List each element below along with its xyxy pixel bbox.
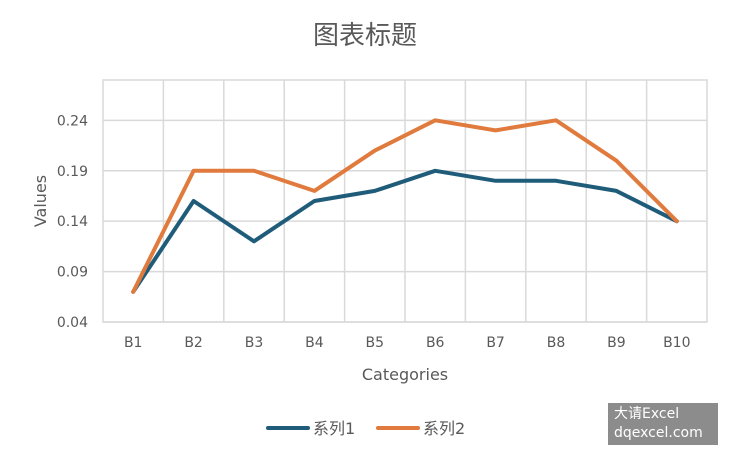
y-axis-label: Values — [31, 175, 50, 227]
legend-label-2: 系列2 — [423, 419, 465, 438]
watermark-line2: dqexcel.com — [614, 425, 703, 441]
x-tick-label: B9 — [607, 335, 626, 351]
x-tick-labels: B1 B2 B3 B4 B5 B6 B7 B8 B9 B10 — [124, 335, 691, 351]
y-tick-label: 0.24 — [57, 113, 88, 129]
y-tick-label: 0.04 — [57, 315, 88, 331]
x-tick-label: B4 — [305, 335, 324, 351]
x-tick-label: B2 — [184, 335, 203, 351]
chart-title: 图表标题 — [313, 21, 417, 51]
x-tick-label: B3 — [245, 335, 264, 351]
legend-label-1: 系列1 — [313, 419, 355, 438]
y-tick-label: 0.19 — [57, 164, 88, 180]
x-tick-label: B1 — [124, 335, 143, 351]
series-line-2 — [131, 118, 679, 294]
y-tick-label: 0.09 — [57, 265, 88, 281]
x-axis-label: Categories — [362, 365, 448, 384]
watermark-line1: 大请Excel — [614, 406, 680, 422]
series-lines — [131, 118, 679, 294]
x-tick-label: B8 — [547, 335, 566, 351]
y-tick-label: 0.14 — [57, 214, 88, 230]
y-tick-labels: 0.04 0.09 0.14 0.19 0.24 — [57, 113, 88, 331]
legend: 系列1 系列2 — [266, 419, 465, 438]
watermark: 大请Excel dqexcel.com — [608, 403, 718, 445]
x-tick-label: B7 — [486, 335, 505, 351]
series-line-1 — [131, 168, 679, 294]
x-tick-label: B6 — [426, 335, 445, 351]
x-tick-label: B5 — [366, 335, 385, 351]
x-tick-label: B10 — [663, 335, 690, 351]
